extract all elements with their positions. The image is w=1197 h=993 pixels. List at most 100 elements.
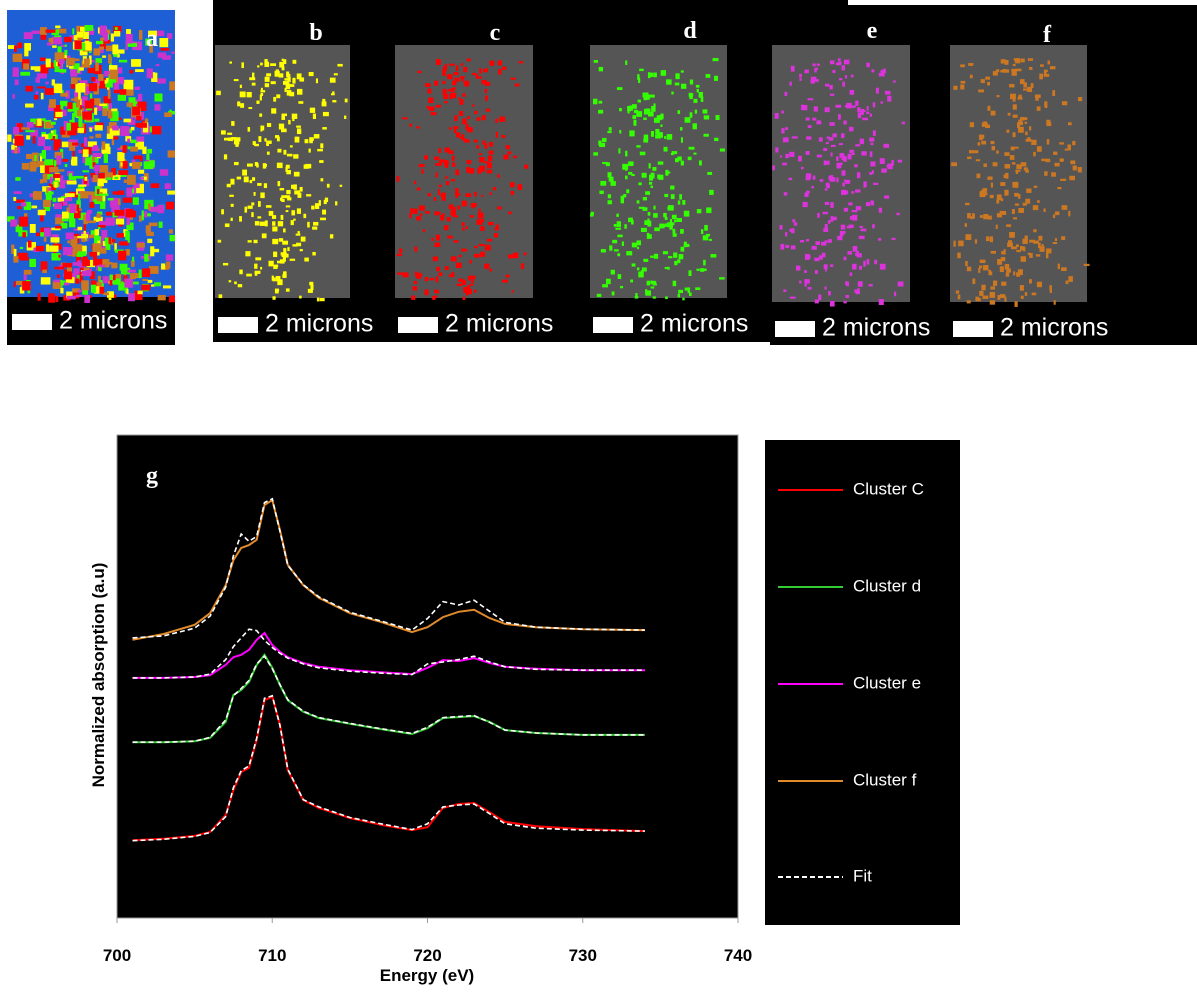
speckle: [455, 65, 459, 71]
speckle: [49, 159, 58, 167]
speckle: [1052, 214, 1056, 219]
speckle: [838, 114, 841, 120]
speckle: [466, 166, 470, 173]
speckle: [66, 291, 73, 298]
speckle: [231, 121, 235, 126]
speckle: [95, 133, 102, 138]
speckle: [486, 238, 493, 242]
speckle: [989, 236, 994, 243]
speckle: [823, 160, 830, 165]
speckle: [625, 60, 628, 65]
speckle: [45, 29, 56, 33]
speckle: [804, 280, 807, 287]
speckle: [274, 135, 280, 139]
scale-bar-label: 2 microns: [265, 310, 373, 338]
speckle: [137, 122, 148, 128]
speckle: [639, 68, 644, 72]
speckle: [278, 73, 284, 78]
x-tick-label: 720: [413, 946, 441, 965]
speckle: [869, 172, 873, 175]
speckle: [102, 276, 110, 284]
speckle: [1000, 59, 1006, 64]
speckle: [75, 83, 86, 93]
speckle: [257, 65, 260, 68]
speckle: [130, 126, 135, 131]
speckle: [71, 208, 81, 219]
speckle: [309, 139, 313, 144]
speckle: [7, 216, 15, 222]
speckle: [59, 100, 68, 107]
speckle: [700, 229, 704, 235]
speckle: [235, 141, 239, 147]
speckle: [92, 152, 103, 158]
speckle: [995, 224, 998, 229]
speckle: [218, 294, 223, 299]
speckle: [832, 69, 836, 73]
speckle: [599, 190, 604, 195]
speckle: [600, 249, 606, 253]
speckle: [72, 290, 80, 299]
speckle: [220, 130, 226, 135]
speckle: [435, 163, 442, 166]
speckle: [879, 158, 885, 164]
speckle: [783, 289, 787, 293]
speckle: [1061, 205, 1068, 210]
speckle: [706, 207, 712, 214]
speckle: [484, 88, 488, 93]
speckle: [81, 280, 89, 291]
speckle: [1054, 162, 1060, 167]
speckle: [489, 268, 493, 272]
speckle: [55, 214, 65, 218]
speckle: [663, 212, 667, 218]
speckle: [636, 240, 642, 246]
speckle: [805, 175, 811, 181]
speckle: [90, 271, 95, 280]
speckle: [260, 62, 263, 66]
speckle: [1004, 152, 1010, 156]
speckle: [251, 82, 256, 86]
speckle: [101, 146, 111, 155]
speckle: [102, 292, 109, 296]
speckle: [613, 249, 619, 252]
speckle: [1045, 69, 1048, 72]
speckle: [281, 198, 285, 202]
speckle: [135, 123, 139, 127]
speckle: [863, 260, 866, 267]
speckle: [602, 161, 608, 165]
speckle: [453, 126, 459, 129]
speckle: [263, 183, 268, 189]
speckle: [1077, 167, 1082, 173]
speckle: [32, 135, 36, 144]
speckle: [154, 282, 161, 287]
speckle: [855, 100, 859, 106]
speckle: [109, 274, 113, 281]
speckle: [120, 126, 130, 137]
speckle: [474, 110, 478, 115]
speckle: [1067, 122, 1072, 126]
speckle: [618, 148, 621, 154]
speckle: [292, 77, 296, 84]
speckle: [456, 132, 461, 138]
speckle: [75, 278, 80, 284]
speckle: [315, 78, 319, 84]
speckle: [1018, 193, 1021, 199]
speckle: [455, 169, 460, 176]
speckle: [665, 296, 668, 300]
speckle: [436, 266, 440, 272]
speckle: [822, 211, 828, 215]
speckle: [1037, 200, 1040, 203]
speckle: [458, 254, 462, 258]
speckle: [126, 187, 133, 197]
speckle: [1031, 139, 1037, 145]
speckle: [872, 102, 876, 108]
speckle: [138, 215, 142, 222]
speckle: [35, 245, 45, 252]
speckle: [73, 244, 83, 254]
speckle: [485, 95, 488, 101]
speckle: [451, 87, 456, 90]
speckle: [99, 25, 107, 36]
speckle: [672, 233, 677, 237]
speckle: [829, 84, 833, 90]
speckle: [860, 228, 867, 232]
speckle: [461, 248, 467, 252]
